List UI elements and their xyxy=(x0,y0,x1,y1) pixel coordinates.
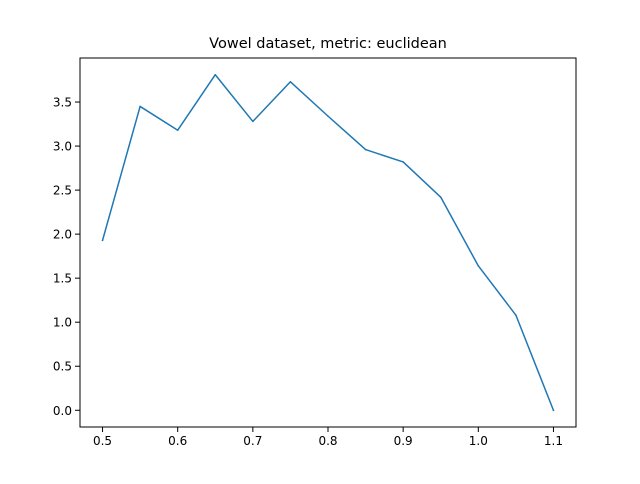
y-tick-label: 3.5 xyxy=(53,96,72,110)
data-point xyxy=(515,314,517,316)
data-point xyxy=(402,161,404,163)
chart-title: Vowel dataset, metric: euclidean xyxy=(209,36,447,52)
y-tick-label: 2.5 xyxy=(53,184,72,198)
x-tick-label: 0.8 xyxy=(318,434,337,448)
data-point xyxy=(552,409,555,412)
x-tick-label: 0.9 xyxy=(394,434,413,448)
data-point xyxy=(176,129,179,131)
data-point xyxy=(101,239,104,242)
x-tick-label: 0.7 xyxy=(243,434,262,448)
y-tick-label: 0.5 xyxy=(53,360,72,374)
data-point xyxy=(289,81,292,83)
data-point xyxy=(439,196,442,198)
y-tick-label: 2.0 xyxy=(53,228,72,242)
x-axis: 0.5 0.6 0.7 0.8 0.9 1.0 1.1 xyxy=(93,427,563,448)
series-group xyxy=(101,73,555,412)
y-axis: 0.0 0.5 1.0 1.5 2.0 2.5 3.0 3.5 xyxy=(53,96,80,418)
data-point xyxy=(364,148,367,151)
y-tick-label: 1.5 xyxy=(53,272,72,286)
data-point xyxy=(139,105,141,108)
data-point xyxy=(214,73,217,76)
x-tick-label: 1.0 xyxy=(469,434,488,448)
x-tick-label: 1.1 xyxy=(544,434,563,448)
x-tick-label: 0.5 xyxy=(93,434,112,448)
y-tick-label: 0.0 xyxy=(53,404,72,418)
data-point xyxy=(327,115,329,117)
data-point xyxy=(252,120,254,123)
y-tick-label: 3.0 xyxy=(53,140,72,154)
y-tick-label: 1.0 xyxy=(53,316,72,330)
x-tick-label: 0.6 xyxy=(168,434,187,448)
data-point xyxy=(477,265,480,267)
plot-frame xyxy=(79,57,577,428)
